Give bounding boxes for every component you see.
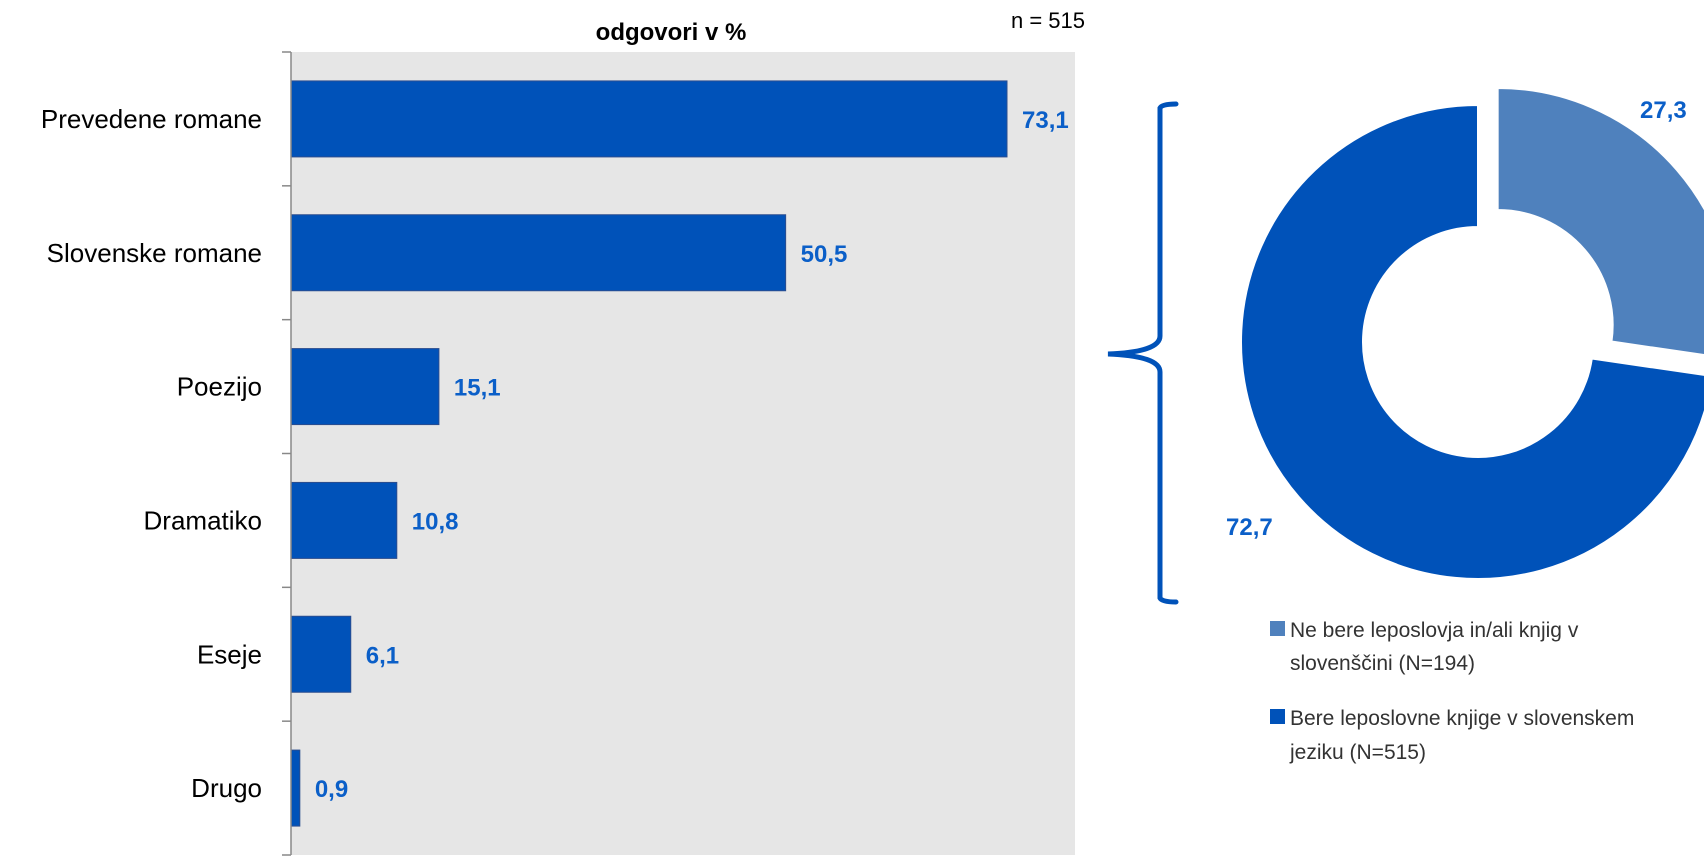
donut-value-label-1: 72,7 [1226,514,1273,541]
legend-text-2b: jeziku (N=515) [1289,741,1426,764]
legend-swatch-2 [1270,709,1285,724]
legend-text-1a: Ne bere leposlovja in/ali knjig v [1290,619,1579,642]
value-label-5: 0,9 [315,776,348,803]
bars-layer: Prevedene romane 73,1 Slovenske romane 50,5… [41,80,1069,827]
value-label-4: 6,1 [366,642,399,669]
curly-bracket [1107,101,1179,605]
value-label-3: 10,8 [412,508,459,535]
value-label-2: 15,1 [454,375,501,402]
donut-slice-1 [1240,103,1704,580]
bar-4 [290,615,352,693]
bar-5 [290,749,301,827]
category-label-4: Eseje [197,639,262,669]
category-label-1: Slovenske romane [47,238,262,268]
chart-title: odgovori v % [596,19,747,46]
category-label-2: Poezijo [177,372,262,402]
value-label-1: 50,5 [801,241,848,268]
plot-area [291,52,1075,855]
category-label-0: Prevedene romane [41,104,262,134]
donut-slice-0 [1496,86,1704,357]
sample-size-note: n = 515 [1011,8,1085,33]
donut-value-label-0: 27,3 [1640,97,1687,124]
legend: Ne bere leposlovja in/ali knjig v sloven… [1270,619,1634,764]
y-axis-ticks [282,51,291,856]
legend-text-2a: Bere leposlovne knjige v slovenskem [1290,707,1634,730]
bar-3 [290,481,398,559]
bar-2 [290,348,440,426]
category-label-3: Dramatiko [144,505,262,535]
legend-item-1: Ne bere leposlovja in/ali knjig v sloven… [1270,619,1579,675]
legend-text-1b: slovenščini (N=194) [1290,652,1475,675]
legend-swatch-1 [1270,621,1285,636]
value-label-0: 73,1 [1022,107,1069,134]
bar-chart: odgovori v % n = 515 Prevedene romane 73,… [41,8,1085,856]
bar-1 [290,214,787,292]
bar-0 [290,80,1008,158]
donut-chart: 27,3 72,7 [1226,86,1704,580]
legend-item-2: Bere leposlovne knjige v slovenskem jezi… [1270,707,1634,764]
category-label-5: Drugo [191,773,262,803]
